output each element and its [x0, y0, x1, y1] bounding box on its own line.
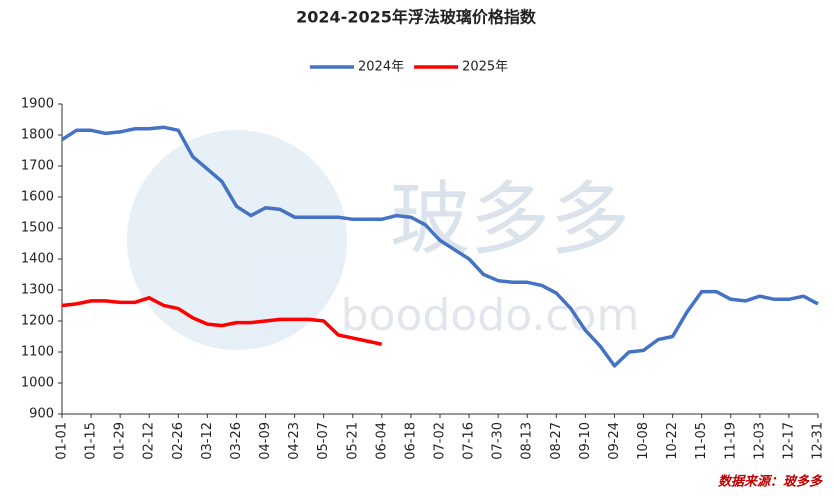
x-tick-label: 10-22 [665, 422, 680, 460]
y-tick-label: 1700 [21, 159, 54, 174]
x-tick-label: 12-31 [811, 422, 826, 460]
x-tick-label: 02-26 [171, 422, 186, 460]
x-tick-label: 07-30 [491, 422, 506, 460]
x-tick-label: 11-19 [723, 422, 738, 460]
x-tick-label: 01-29 [113, 422, 128, 460]
x-tick-label: 07-02 [433, 422, 448, 460]
source-note: 数据来源：玻多多 [718, 474, 823, 490]
x-tick-label: 12-03 [752, 422, 767, 460]
x-tick-label: 04-23 [287, 422, 302, 460]
x-tick-label: 07-16 [462, 422, 477, 460]
x-tick-label: 03-12 [200, 422, 215, 460]
x-tick-label: 02-12 [142, 422, 157, 460]
chart-title: 2024-2025年浮法玻璃价格指数 [296, 8, 537, 27]
y-tick-label: 1200 [21, 314, 54, 329]
y-tick-label: 1900 [21, 97, 54, 112]
legend-label: 2024年 [358, 60, 404, 75]
x-tick-label: 10-08 [636, 422, 651, 460]
watermark: 玻多多 boododo.com [127, 130, 639, 350]
watermark-url: boododo.com [341, 290, 640, 341]
x-tick-label: 12-17 [781, 422, 796, 460]
y-tick-label: 1300 [21, 283, 54, 298]
x-tick-label: 08-13 [520, 422, 535, 460]
x-tick-label: 01-01 [55, 422, 70, 460]
x-tick-label: 05-07 [316, 422, 331, 460]
x-tick-label: 04-09 [258, 422, 273, 460]
y-tick-label: 1100 [21, 345, 54, 360]
watermark-logo [127, 130, 347, 350]
x-tick-label: 01-15 [84, 422, 99, 460]
x-tick-label: 03-26 [229, 422, 244, 460]
series-line [61, 125, 819, 368]
x-tick-label: 11-05 [694, 422, 709, 460]
x-tick-label: 09-24 [607, 422, 622, 460]
legend-label: 2025年 [462, 60, 508, 75]
y-tick-label: 1600 [21, 190, 54, 205]
y-tick-label: 1000 [21, 376, 54, 391]
y-tick-label: 1800 [21, 128, 54, 143]
x-tick-label: 05-21 [345, 422, 360, 460]
y-tick-label: 1400 [21, 252, 54, 267]
watermark-text: 玻多多 [390, 173, 630, 266]
series-line [61, 296, 383, 347]
x-tick-label: 06-04 [374, 422, 389, 460]
y-tick-label: 900 [29, 407, 54, 422]
x-tick-label: 06-18 [403, 422, 418, 460]
x-tick-label: 08-27 [549, 422, 564, 460]
x-tick-label: 09-10 [578, 422, 593, 460]
y-tick-label: 1500 [21, 221, 54, 236]
